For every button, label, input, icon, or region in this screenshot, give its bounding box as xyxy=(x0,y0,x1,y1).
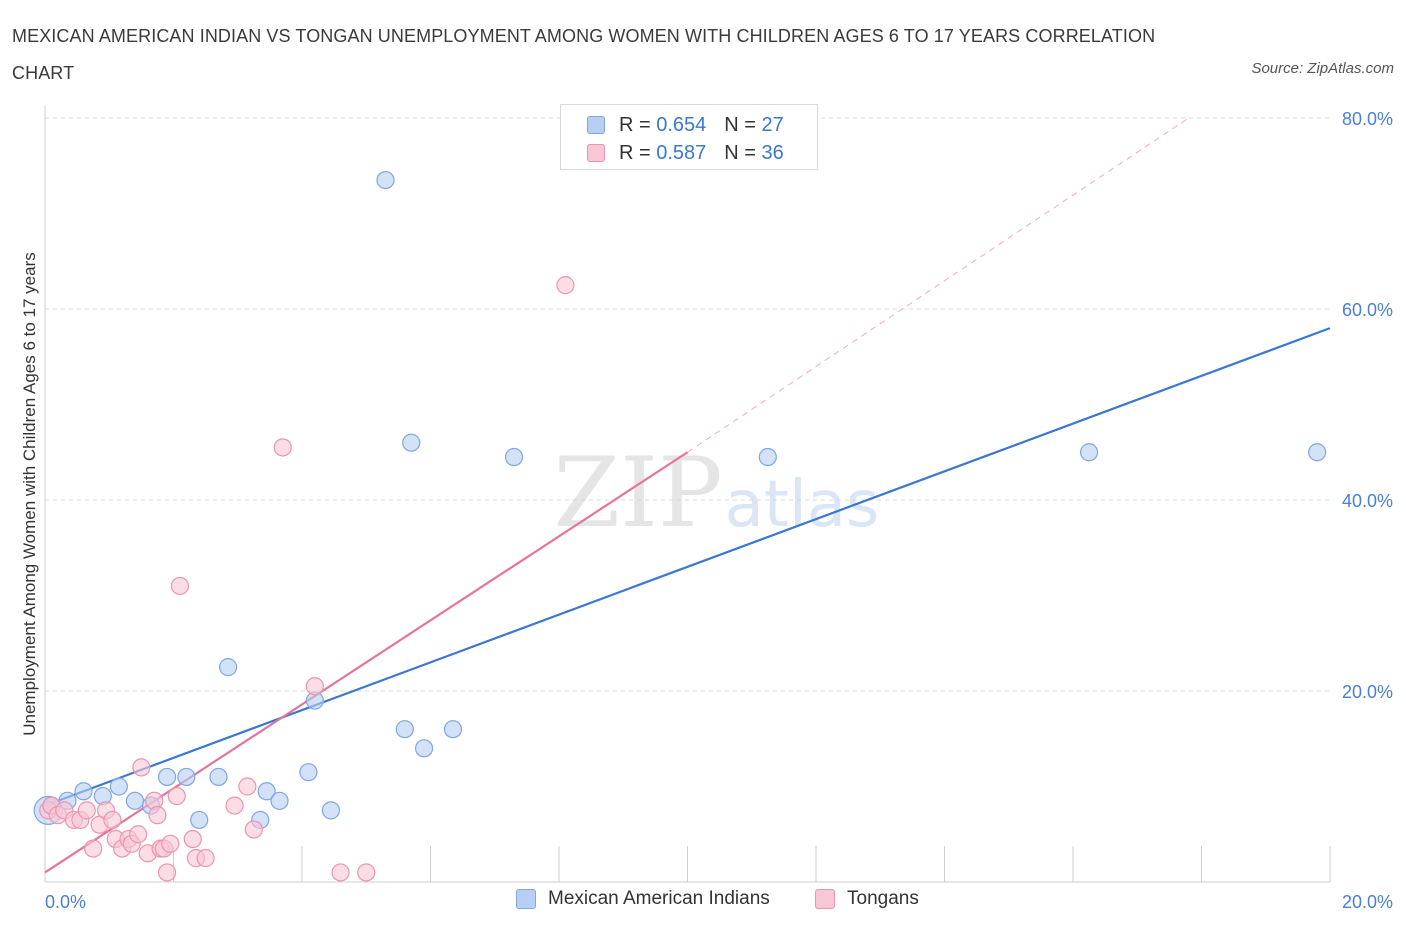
point-tongans xyxy=(556,276,575,295)
point-tongans xyxy=(170,576,190,596)
y-axis-label: Unemployment Among Women with Children A… xyxy=(20,252,39,736)
y-tick-label: 60.0% xyxy=(1342,300,1393,320)
point-mexican-american-indians xyxy=(109,777,128,796)
r-label: R = xyxy=(619,141,651,164)
tick-label-layer: 20.0% 40.0% 60.0% 80.0% 0.0% 20.0% xyxy=(45,109,1393,912)
point-mexican-american-indians xyxy=(125,791,145,810)
point-tongans xyxy=(167,786,186,806)
legend-item-mexican-american-indians: Mexican American Indians xyxy=(516,888,770,910)
legend-label: Tongans xyxy=(847,888,919,909)
axis-layer xyxy=(44,106,1331,883)
point-mexican-american-indians xyxy=(177,767,196,787)
point-mexican-american-indians xyxy=(299,763,318,782)
watermark: ZIP atlas xyxy=(553,437,879,549)
legend-label: Mexican American Indians xyxy=(548,888,770,909)
legend-item-tongans: Tongans xyxy=(815,888,919,910)
point-mexican-american-indians xyxy=(758,447,777,467)
points-layer xyxy=(33,170,1327,882)
x-tick-label: 0.0% xyxy=(45,892,86,912)
r-value: 0.654 xyxy=(656,113,707,136)
grid-layer xyxy=(45,117,1330,692)
point-tongans xyxy=(244,820,263,839)
point-mexican-american-indians xyxy=(376,170,395,190)
point-mexican-american-indians xyxy=(270,791,289,810)
point-tongans xyxy=(103,810,122,830)
trend-line-tongans xyxy=(44,451,689,874)
point-mexican-american-indians xyxy=(504,447,524,467)
n-value: 27 xyxy=(761,113,784,136)
point-tongans xyxy=(129,825,148,844)
stats-legend: R = 0.654 N = 27 R = 0.587 N = 36 xyxy=(560,104,818,170)
point-tongans xyxy=(157,863,177,882)
point-tongans xyxy=(357,863,376,882)
y-tick-label: 20.0% xyxy=(1342,682,1393,702)
n-label: N = xyxy=(724,141,756,164)
point-tongans xyxy=(196,849,215,868)
point-tongans xyxy=(183,829,202,849)
point-mexican-american-indians xyxy=(443,720,463,739)
n-label: N = xyxy=(724,113,756,136)
point-tongans xyxy=(273,438,292,457)
point-mexican-american-indians xyxy=(74,782,93,801)
y-tick-label: 40.0% xyxy=(1342,491,1393,511)
point-mexican-american-indians xyxy=(1079,443,1099,462)
chart-title: MEXICAN AMERICAN INDIAN VS TONGAN UNEMPL… xyxy=(12,26,1156,83)
blue-swatch-icon xyxy=(587,116,605,134)
point-mexican-american-indians xyxy=(190,810,209,830)
point-tongans xyxy=(238,777,257,796)
n-value: 36 xyxy=(761,141,784,164)
point-tongans xyxy=(77,801,96,820)
point-mexican-american-indians xyxy=(395,720,414,739)
watermark-zip: ZIP xyxy=(553,437,722,549)
trend-line-mexican-american-indians xyxy=(44,327,1331,807)
source-credit: Source: ZipAtlas.com xyxy=(1251,60,1394,77)
point-tongans xyxy=(161,834,180,853)
y-tick-label: 80.0% xyxy=(1342,109,1393,129)
pink-swatch-icon xyxy=(815,889,835,909)
pink-swatch-icon xyxy=(587,144,605,162)
point-tongans xyxy=(84,839,103,858)
blue-swatch-icon xyxy=(516,889,536,909)
point-mexican-american-indians xyxy=(402,433,421,452)
trend-extension-tongans xyxy=(687,117,1189,453)
point-tongans xyxy=(148,806,167,825)
r-value: 0.587 xyxy=(656,141,707,164)
point-tongans xyxy=(225,796,244,815)
legend-row-mexican-american-indians: R = 0.654 N = 27 xyxy=(587,111,784,139)
x-tick-label: 20.0% xyxy=(1342,892,1393,912)
point-tongans xyxy=(132,758,151,777)
point-mexican-american-indians xyxy=(321,801,341,820)
point-mexican-american-indians xyxy=(257,782,276,801)
point-mexican-american-indians xyxy=(157,767,177,787)
r-label: R = xyxy=(619,113,651,136)
legend-row-tongans: R = 0.587 N = 36 xyxy=(587,139,784,167)
point-tongans xyxy=(331,863,350,882)
point-mexican-american-indians xyxy=(414,739,434,758)
point-mexican-american-indians xyxy=(209,767,228,787)
point-tongans xyxy=(305,677,324,696)
point-mexican-american-indians xyxy=(219,658,238,677)
point-mexican-american-indians xyxy=(1308,443,1327,462)
